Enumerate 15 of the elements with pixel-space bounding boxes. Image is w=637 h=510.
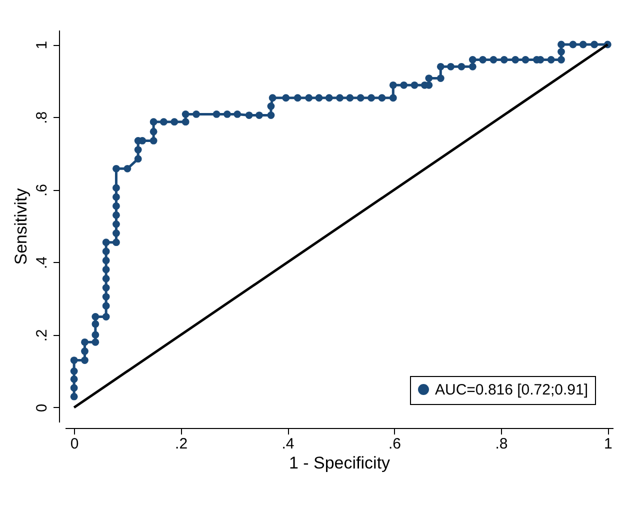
x-tick-label: .2 [175,436,188,452]
y-tick-label: 0 [34,404,50,412]
y-tick-label: .6 [34,184,50,196]
y-tick-label: .4 [34,256,50,270]
legend-label: AUC=0.816 [0.72;0.91] [435,382,588,398]
x-tick-label: .6 [388,436,401,452]
y-tick-label: .8 [34,111,50,124]
x-tick-label: .8 [495,436,508,452]
y-tick-label: 1 [34,40,50,50]
y-tick-label: .2 [34,329,50,342]
x-tick-label: .4 [282,436,294,452]
y-axis-title: Sensitivity [12,188,30,265]
x-tick-label: 0 [70,436,79,452]
x-tick-label: 1 [604,436,612,452]
x-axis-title: 1 - Specificity [288,454,391,472]
